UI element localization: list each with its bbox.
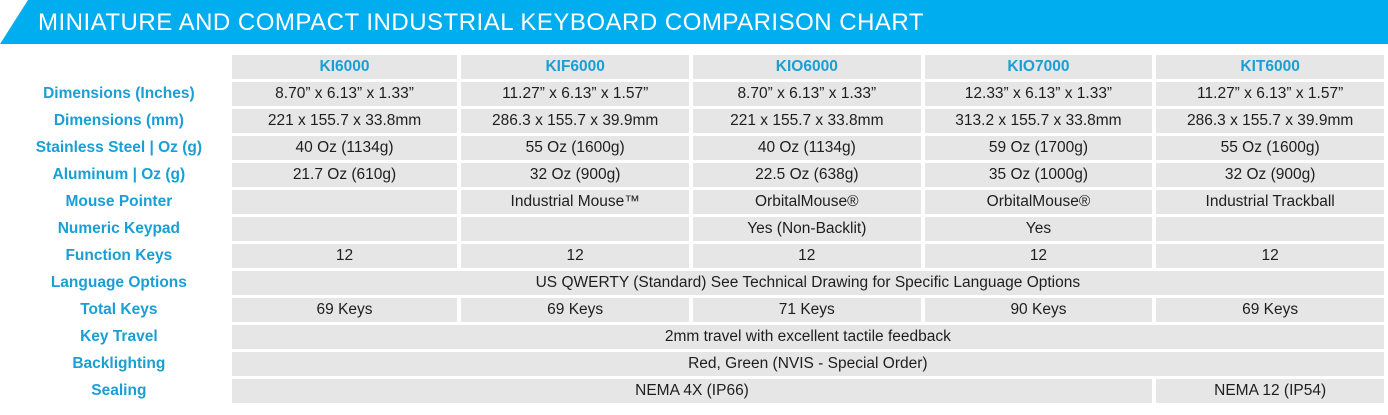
table-cell: 32 Oz (900g) — [1156, 163, 1384, 187]
row-label: Mouse Pointer — [10, 190, 228, 214]
table-cell: NEMA 12 (IP54) — [1156, 379, 1384, 403]
table-cell: OrbitalMouse® — [693, 190, 921, 214]
table-cell: 12.33” x 6.13” x 1.33” — [924, 82, 1153, 106]
table-cell: Industrial Mouse™ — [461, 190, 689, 214]
table-cell: 22.5 Oz (638g) — [693, 163, 921, 187]
row-label: Dimensions (Inches) — [10, 82, 228, 106]
table-row: Stainless Steel | Oz (g) 40 Oz (1134g) 5… — [10, 136, 1384, 160]
table-cell: Industrial Trackball — [1156, 190, 1384, 214]
table-cell: 90 Keys — [924, 298, 1153, 322]
table-cell: Yes (Non-Backlit) — [693, 217, 921, 241]
table-row: Backlighting Red, Green (NVIS - Special … — [10, 352, 1384, 376]
table-cell: 221 x 155.7 x 33.8mm — [693, 109, 921, 133]
row-label: Dimensions (mm) — [10, 109, 228, 133]
table-cell: 11.27” x 6.13” x 1.57” — [461, 82, 689, 106]
row-label: Language Options — [10, 271, 228, 295]
row-label: Stainless Steel | Oz (g) — [10, 136, 228, 160]
table-cell: 12 — [693, 244, 921, 268]
table-cell: 221 x 155.7 x 33.8mm — [231, 109, 458, 133]
table-cell: 8.70” x 6.13” x 1.33” — [231, 82, 458, 106]
table-cell — [231, 217, 458, 241]
table-cell-span: NEMA 4X (IP66) — [231, 379, 1153, 403]
table-cell: 71 Keys — [693, 298, 921, 322]
column-header: KI6000 — [231, 55, 458, 79]
table-cell: 69 Keys — [461, 298, 689, 322]
table-cell: 32 Oz (900g) — [461, 163, 689, 187]
table-cell: 313.2 x 155.7 x 33.8mm — [924, 109, 1153, 133]
table-row: Aluminum | Oz (g) 21.7 Oz (610g) 32 Oz (… — [10, 163, 1384, 187]
corner-cell — [10, 55, 228, 79]
banner-shape — [0, 0, 1388, 44]
row-label: Function Keys — [10, 244, 228, 268]
table-cell: 286.3 x 155.7 x 39.9mm — [1156, 109, 1384, 133]
table-cell: 69 Keys — [231, 298, 458, 322]
table-cell — [231, 190, 458, 214]
table-row: Mouse Pointer Industrial Mouse™ OrbitalM… — [10, 190, 1384, 214]
table-row: Language Options US QWERTY (Standard) Se… — [10, 271, 1384, 295]
table-cell — [461, 217, 689, 241]
row-label: Sealing — [10, 379, 228, 403]
table-row: Numeric Keypad Yes (Non-Backlit) Yes — [10, 217, 1384, 241]
table-cell: 40 Oz (1134g) — [693, 136, 921, 160]
header-row: KI6000 KIF6000 KIO6000 KIO7000 KIT6000 — [10, 55, 1384, 79]
row-label: Total Keys — [10, 298, 228, 322]
table-cell: 21.7 Oz (610g) — [231, 163, 458, 187]
table-cell: 12 — [924, 244, 1153, 268]
table-cell: Yes — [924, 217, 1153, 241]
table-cell: 40 Oz (1134g) — [231, 136, 458, 160]
table-cell: 59 Oz (1700g) — [924, 136, 1153, 160]
table-cell-span: Red, Green (NVIS - Special Order) — [231, 352, 1384, 376]
table-row: Key Travel 2mm travel with excellent tac… — [10, 325, 1384, 349]
table-row: Total Keys 69 Keys 69 Keys 71 Keys 90 Ke… — [10, 298, 1384, 322]
table-cell — [1156, 217, 1384, 241]
row-label: Key Travel — [10, 325, 228, 349]
table-row: Function Keys 12 12 12 12 12 — [10, 244, 1384, 268]
table-cell: 286.3 x 155.7 x 39.9mm — [461, 109, 689, 133]
page-title: MINIATURE AND COMPACT INDUSTRIAL KEYBOAR… — [38, 9, 924, 36]
title-banner: MINIATURE AND COMPACT INDUSTRIAL KEYBOAR… — [0, 0, 1388, 44]
comparison-table: KI6000 KIF6000 KIO6000 KIO7000 KIT6000 D… — [6, 52, 1388, 406]
row-label: Numeric Keypad — [10, 217, 228, 241]
table-row: Sealing NEMA 4X (IP66) NEMA 12 (IP54) — [10, 379, 1384, 403]
table-cell: 69 Keys — [1156, 298, 1384, 322]
column-header: KIT6000 — [1156, 55, 1384, 79]
table-cell: 8.70” x 6.13” x 1.33” — [693, 82, 921, 106]
column-header: KIO6000 — [693, 55, 921, 79]
table-row: Dimensions (mm) 221 x 155.7 x 33.8mm 286… — [10, 109, 1384, 133]
table-cell: 12 — [461, 244, 689, 268]
table-cell: 35 Oz (1000g) — [924, 163, 1153, 187]
row-label: Backlighting — [10, 352, 228, 376]
table-cell: 11.27” x 6.13” x 1.57” — [1156, 82, 1384, 106]
table-row: Dimensions (Inches) 8.70” x 6.13” x 1.33… — [10, 82, 1384, 106]
table-cell: 55 Oz (1600g) — [1156, 136, 1384, 160]
table-cell-span: US QWERTY (Standard) See Technical Drawi… — [231, 271, 1384, 295]
table-cell: 55 Oz (1600g) — [461, 136, 689, 160]
table-cell: 12 — [231, 244, 458, 268]
table-cell: OrbitalMouse® — [924, 190, 1153, 214]
row-label: Aluminum | Oz (g) — [10, 163, 228, 187]
table-cell: 12 — [1156, 244, 1384, 268]
column-header: KIO7000 — [924, 55, 1153, 79]
column-header: KIF6000 — [461, 55, 689, 79]
table-cell-span: 2mm travel with excellent tactile feedba… — [231, 325, 1384, 349]
